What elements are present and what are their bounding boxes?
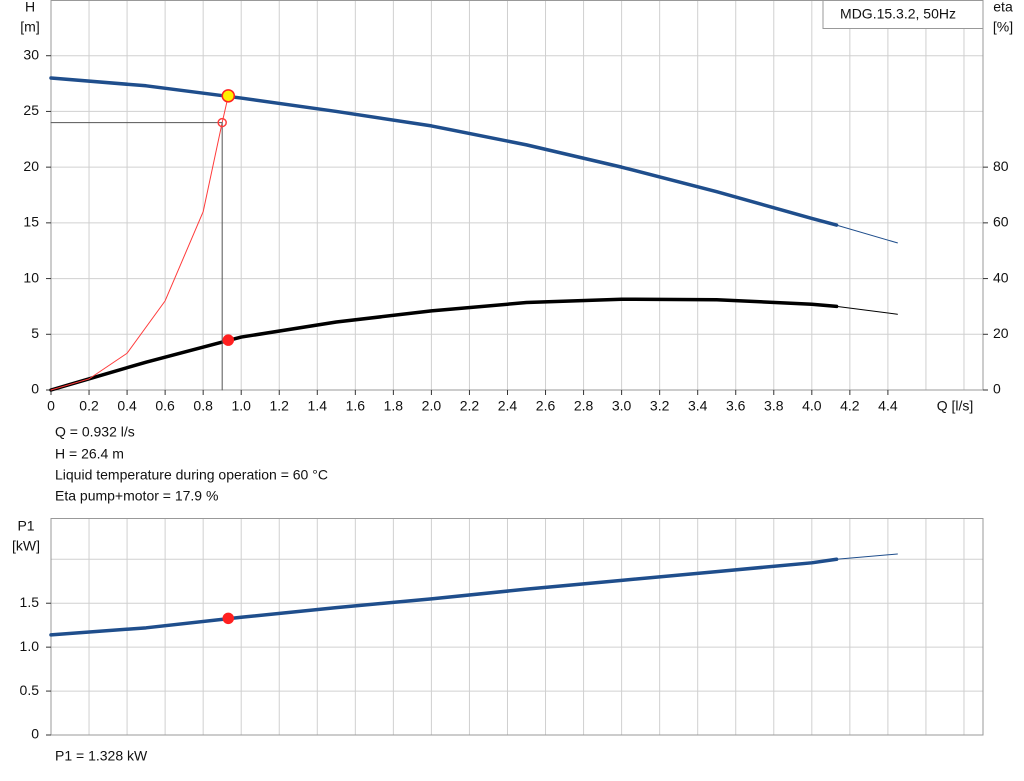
y-tick-label: 0.5	[20, 682, 40, 698]
x-tick-label: 0.6	[155, 398, 175, 414]
x-tick-label: 2.4	[498, 398, 518, 414]
y-tick-label: 0	[31, 381, 39, 397]
x-tick-label: 1.2	[270, 398, 290, 414]
y-axis-unit: [kW]	[12, 538, 40, 554]
y2-tick-label: 60	[993, 214, 1009, 230]
y-tick-label: 25	[23, 102, 39, 118]
annotation: P1 = 1.328 kW	[55, 748, 148, 764]
y2-tick-label: 80	[993, 158, 1009, 174]
y-tick-label: 10	[23, 269, 39, 285]
x-tick-label: 3.2	[650, 398, 670, 414]
annotation: Liquid temperature during operation = 60…	[55, 467, 328, 483]
operating-point	[217, 117, 227, 128]
operating-point	[222, 612, 235, 625]
curve	[836, 305, 898, 315]
y2-axis-unit: [%]	[993, 19, 1013, 35]
y-tick-label: 15	[23, 214, 39, 230]
x-tick-label: 3.0	[612, 398, 632, 414]
x-tick-label: 3.6	[726, 398, 746, 414]
x-tick-label: 3.4	[688, 398, 708, 414]
y-axis-label: P1	[17, 518, 34, 534]
curve	[836, 224, 898, 244]
curve	[50, 122, 223, 391]
x-tick-label: 2.8	[574, 398, 594, 414]
x-tick-label: 1.0	[231, 398, 251, 414]
x-axis-label: Q [l/s]	[937, 398, 974, 414]
y-axis-label: H	[25, 0, 35, 15]
plot-area	[51, 0, 983, 390]
x-tick-label: 1.4	[308, 398, 328, 414]
curve	[49, 557, 839, 637]
y2-axis-label: eta	[993, 0, 1013, 15]
x-tick-label: 0.4	[117, 398, 137, 414]
y-tick-label: 1.0	[20, 638, 40, 654]
x-tick-label: 3.8	[764, 398, 784, 414]
annotation: Eta pump+motor = 17.9 %	[55, 488, 218, 504]
operating-point	[222, 334, 235, 346]
curve	[49, 297, 839, 392]
x-tick-label: 4.4	[878, 398, 898, 414]
annotation: Q = 0.932 l/s	[55, 424, 135, 440]
y2-tick-label: 40	[993, 269, 1009, 285]
x-tick-label: 0.8	[193, 398, 213, 414]
y2-tick-label: 20	[993, 325, 1009, 341]
x-tick-label: 0	[47, 398, 55, 414]
y2-tick-label: 0	[993, 381, 1001, 397]
operating-point	[221, 89, 236, 103]
curve	[836, 553, 898, 560]
y-tick-label: 30	[23, 46, 39, 62]
plot-frame	[50, 518, 984, 736]
x-tick-label: 2.2	[460, 398, 480, 414]
x-tick-label: 2.6	[536, 398, 556, 414]
y-tick-label: 1.5	[20, 594, 40, 610]
x-tick-label: 0.2	[79, 398, 99, 414]
x-tick-label: 2.0	[422, 398, 442, 414]
curve	[49, 76, 839, 227]
x-tick-label: 1.8	[384, 398, 404, 414]
legend-text: MDG.15.3.2, 50Hz	[840, 6, 956, 22]
legend-box	[822, 0, 984, 29]
y-axis-unit: [m]	[20, 19, 39, 35]
y-tick-label: 5	[31, 325, 39, 341]
x-tick-label: 4.2	[840, 398, 860, 414]
y-tick-label: 20	[23, 158, 39, 174]
plot-area	[51, 518, 983, 735]
y-tick-label: 0	[31, 726, 39, 742]
annotation: H = 26.4 m	[55, 446, 124, 462]
x-tick-label: 4.0	[802, 398, 822, 414]
x-tick-label: 1.6	[346, 398, 366, 414]
plot-frame	[50, 0, 984, 391]
